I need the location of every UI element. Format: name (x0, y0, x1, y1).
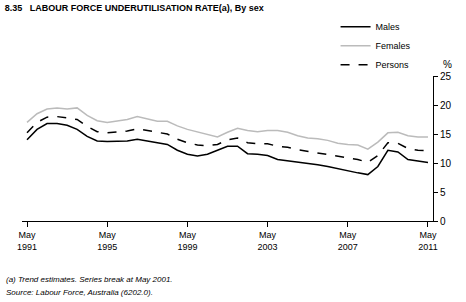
svg-text:May1995: May1995 (97, 230, 117, 252)
svg-text:May1999: May1999 (177, 230, 197, 252)
svg-text:20: 20 (440, 100, 452, 111)
svg-text:0: 0 (440, 216, 446, 227)
svg-text:May1991: May1991 (17, 230, 37, 252)
svg-text:Females: Females (376, 41, 411, 51)
svg-text:15: 15 (440, 129, 452, 140)
svg-text:May2003: May2003 (258, 230, 278, 252)
svg-text:8.35 LABOUR FORCE UNDERUTILI: 8.35 LABOUR FORCE UNDERUTILISATION RATE(… (5, 3, 264, 13)
svg-text:Source: Labour Force, Australi: Source: Labour Force, Australia (6202.0)… (6, 288, 153, 297)
svg-text:5: 5 (440, 187, 446, 198)
svg-text:10: 10 (440, 158, 452, 169)
svg-text:Males: Males (376, 22, 401, 32)
svg-text:%: % (443, 59, 452, 70)
svg-text:May2011: May2011 (418, 230, 437, 252)
svg-text:Persons: Persons (376, 60, 410, 70)
svg-text:25: 25 (440, 71, 452, 82)
svg-text:May2007: May2007 (338, 230, 358, 252)
svg-text:(a) Trend estimates. Series br: (a) Trend estimates. Series break at May… (6, 275, 173, 284)
